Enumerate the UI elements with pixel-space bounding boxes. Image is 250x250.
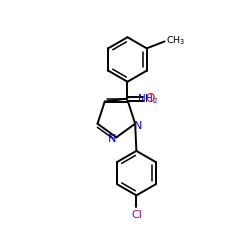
Text: N: N [108, 134, 116, 144]
Text: NH$_2$: NH$_2$ [137, 92, 158, 106]
Text: O: O [145, 92, 154, 105]
Text: CH$_3$: CH$_3$ [166, 35, 185, 48]
Text: Cl: Cl [131, 210, 142, 220]
Text: N: N [134, 121, 142, 131]
